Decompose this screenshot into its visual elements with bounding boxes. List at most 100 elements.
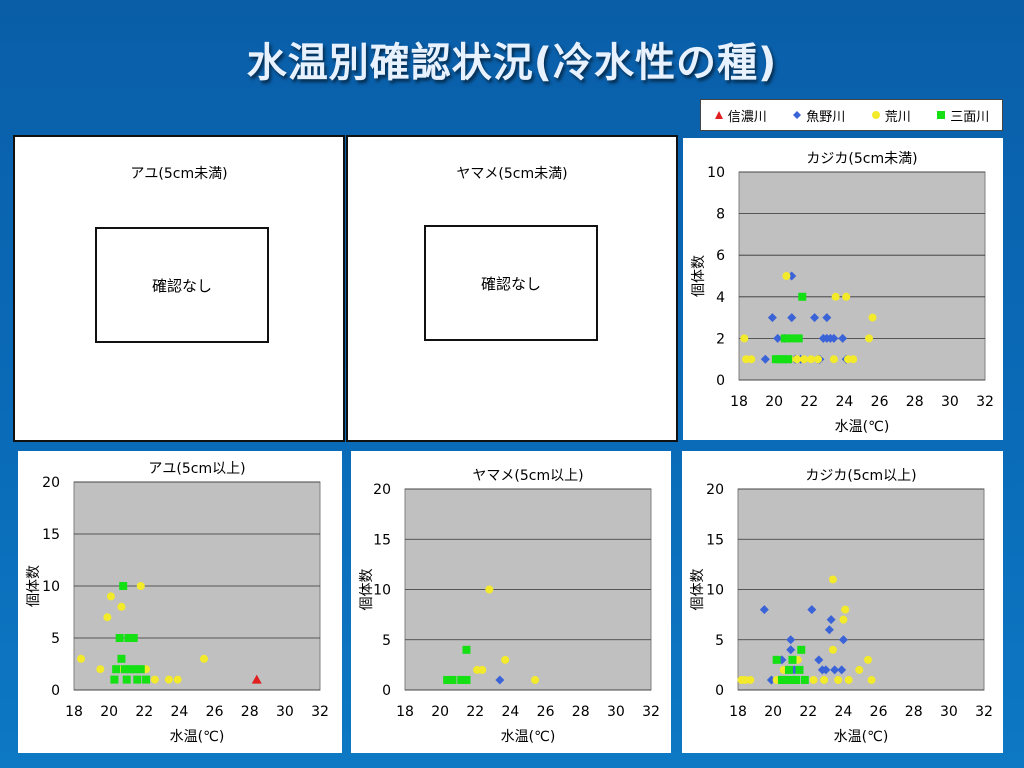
point-ara	[831, 292, 840, 301]
point-miomote	[448, 675, 457, 684]
y-tick-label: 2	[716, 331, 725, 347]
legend-item-shinano: 信濃川	[714, 106, 767, 125]
panel-kajika-large: カジカ(5cm以上) 0 5 10 15 20 18 20 22 24 26 28 30 32 水温(℃) 個…	[682, 451, 1003, 753]
x-axis-label: 水温(℃)	[834, 729, 889, 745]
y-tick-label: 10	[42, 579, 60, 595]
y-tick-label: 5	[51, 631, 60, 647]
panel-kajika-small: カジカ(5cm未満) 0 2 4 6 8 10 18 20 22 24 26 28 30 32 水温(℃) 個体…	[683, 138, 1003, 440]
x-tick-label: 26	[206, 704, 224, 720]
x-tick-label: 26	[870, 704, 888, 720]
point-miomote	[126, 665, 135, 674]
x-tick-label: 32	[975, 704, 993, 720]
y-tick-label: 20	[706, 482, 724, 498]
y-tick-label: 0	[716, 373, 725, 389]
scatter-chart-yamame-large: ヤマメ(5cm以上) 0 5 10 15 20 18 20 22 24 26 28 30 32 水温(℃) 個…	[359, 468, 660, 745]
x-tick-label: 28	[906, 394, 924, 410]
diamond-marker-icon	[793, 111, 802, 119]
point-ara	[103, 613, 112, 622]
y-axis-label: 個体数	[26, 565, 42, 607]
point-ara	[96, 665, 105, 674]
y-tick-label: 5	[715, 633, 724, 649]
point-miomote	[457, 675, 466, 684]
x-tick-label: 26	[537, 704, 555, 720]
point-uono	[786, 645, 796, 655]
x-tick-label: 18	[730, 394, 748, 410]
point-ara	[800, 355, 809, 364]
x-tick-label: 28	[572, 704, 590, 720]
point-uono	[830, 665, 840, 675]
point-ara	[839, 615, 848, 624]
point-ara	[807, 355, 816, 364]
legend-item-uono: 魚野川	[792, 106, 845, 125]
point-miomote	[110, 675, 119, 684]
point-miomote	[119, 582, 128, 590]
point-ara	[814, 355, 823, 364]
y-tick-label: 0	[51, 683, 60, 699]
y-axis-label: 個体数	[691, 255, 707, 297]
point-miomote	[794, 334, 803, 343]
point-miomote	[115, 634, 124, 642]
y-tick-label: 10	[706, 583, 724, 599]
point-uono	[760, 354, 770, 364]
legend-item-miomote: 三面川	[936, 106, 989, 125]
panel-yamame-large: ヤマメ(5cm以上) 0 5 10 15 20 18 20 22 24 26 28 30 32 水温(℃) 個…	[351, 451, 671, 753]
point-ara	[829, 355, 838, 364]
point-ara	[855, 665, 864, 674]
chart-title: ヤマメ(5cm以上)	[472, 468, 583, 484]
point-miomote	[122, 675, 131, 684]
point-miomote	[112, 665, 121, 674]
point-ara	[117, 602, 126, 611]
x-tick-label: 30	[940, 704, 958, 720]
point-ara	[173, 675, 182, 684]
y-tick-label: 15	[706, 532, 724, 548]
point-uono	[838, 635, 848, 645]
point-uono	[810, 313, 820, 323]
x-tick-label: 20	[765, 394, 783, 410]
point-miomote	[120, 665, 129, 674]
y-tick-label: 20	[373, 482, 391, 498]
point-miomote	[133, 675, 142, 684]
point-uono	[787, 313, 797, 323]
point-ara	[809, 675, 818, 684]
x-tick-label: 30	[941, 394, 959, 410]
y-tick-label: 10	[707, 165, 725, 181]
point-miomote	[791, 675, 800, 684]
point-uono	[773, 333, 783, 343]
scatter-chart-kajika-large: カジカ(5cm以上) 0 5 10 15 20 18 20 22 24 26 28 30 32 水温(℃) 個…	[690, 468, 993, 745]
y-tick-label: 0	[382, 683, 391, 699]
point-ara	[478, 665, 487, 674]
x-tick-label: 32	[311, 704, 329, 720]
point-miomote	[788, 655, 797, 664]
y-tick-label: 5	[382, 633, 391, 649]
point-ara	[136, 582, 145, 590]
point-ara	[792, 355, 801, 364]
legend-label: 魚野川	[806, 109, 846, 125]
point-ara	[841, 605, 850, 614]
point-ara	[782, 272, 791, 280]
point-ara	[844, 675, 853, 684]
point-uono	[766, 675, 776, 685]
no-record-box: 確認なし	[95, 227, 269, 343]
point-miomote	[786, 675, 795, 684]
point-ara	[842, 292, 851, 301]
point-miomote	[772, 655, 781, 664]
x-tick-label: 28	[241, 704, 259, 720]
panel-yamame-small: ヤマメ(5cm未満) 確認なし	[346, 135, 678, 442]
no-record-box: 確認なし	[424, 225, 598, 341]
point-ara	[867, 675, 876, 684]
point-uono	[837, 665, 847, 675]
legend-label: 信濃川	[727, 109, 767, 125]
point-ara	[106, 592, 115, 601]
point-miomote	[800, 675, 809, 684]
x-tick-label: 22	[799, 704, 817, 720]
point-ara	[820, 675, 829, 684]
y-axis-label: 個体数	[690, 569, 706, 611]
point-uono	[821, 665, 831, 675]
y-tick-label: 15	[373, 532, 391, 548]
point-ara	[77, 654, 86, 663]
x-tick-label: 20	[100, 704, 118, 720]
x-tick-label: 20	[764, 704, 782, 720]
point-miomote	[462, 675, 471, 684]
panel-title: アユ(5cm未満)	[130, 166, 228, 182]
